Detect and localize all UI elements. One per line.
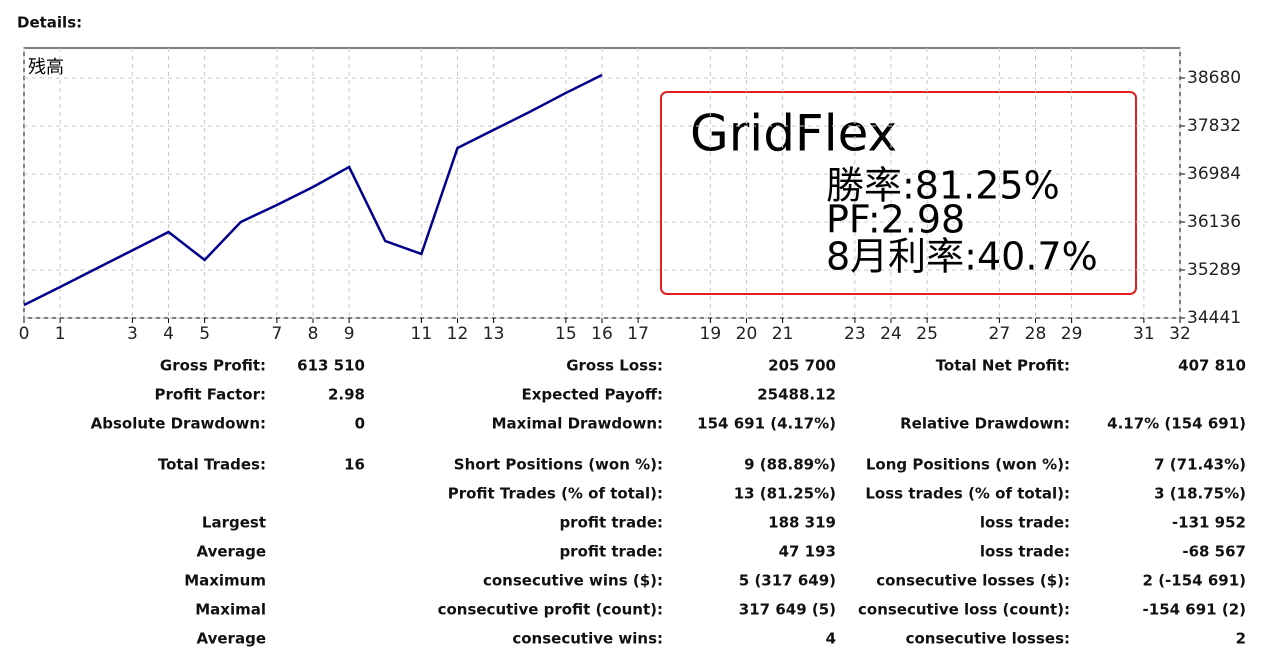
stat-value: 7 (71.43%) (1154, 456, 1246, 474)
stat-value: 16 (344, 456, 365, 474)
stat-label: Profit Trades (% of total): (448, 485, 663, 503)
y-tick-label: 35289 (1187, 260, 1241, 280)
x-tick-label: 16 (591, 324, 613, 344)
stat-value: 2.98 (328, 386, 365, 404)
x-tick-label: 28 (1025, 324, 1047, 344)
stat-label: Loss trades (% of total): (865, 485, 1070, 503)
stat-label: consecutive wins ($): (483, 572, 663, 590)
annotation-line: 勝率:81.25% (826, 164, 1060, 208)
stat-value: -68 567 (1182, 543, 1246, 561)
stat-label: Long Positions (won %): (866, 456, 1070, 474)
x-tick-label: 31 (1133, 324, 1155, 344)
stat-label: Gross Profit: (160, 357, 266, 375)
stat-value: 4 (826, 630, 836, 648)
x-tick-label: 32 (1169, 324, 1191, 344)
x-tick-label: 5 (199, 324, 210, 344)
stat-value: 25488.12 (757, 386, 836, 404)
stat-value: 317 649 (5) (739, 601, 836, 619)
stat-label: Gross Loss: (566, 357, 663, 375)
x-tick-label: 12 (447, 324, 469, 344)
stat-label: Relative Drawdown: (900, 415, 1070, 433)
stat-value: 154 691 (4.17%) (697, 415, 836, 433)
x-tick-label: 17 (627, 324, 649, 344)
x-tick-label: 20 (736, 324, 758, 344)
x-tick-label: 11 (411, 324, 433, 344)
x-tick-label: 9 (344, 324, 355, 344)
annotation-box (660, 91, 1137, 295)
stat-label: Short Positions (won %): (454, 456, 663, 474)
x-tick-label: 29 (1061, 324, 1083, 344)
stat-label: Maximal (195, 601, 266, 619)
stat-label: Profit Factor: (155, 386, 266, 404)
stat-label: Largest (202, 514, 266, 532)
stat-value: 205 700 (768, 357, 836, 375)
x-tick-label: 25 (916, 324, 938, 344)
stat-value: 407 810 (1178, 357, 1246, 375)
annotation-line: PF:2.98 (826, 198, 965, 242)
stat-value: 3 (18.75%) (1154, 485, 1246, 503)
balance-line (23, 73, 603, 307)
stat-label: Average (197, 543, 266, 561)
y-tick-label: 38680 (1187, 68, 1241, 88)
x-tick-label: 15 (555, 324, 577, 344)
stat-label: Total Trades: (158, 456, 266, 474)
x-tick-label: 13 (483, 324, 505, 344)
stat-label: Average (197, 630, 266, 648)
stat-value: 2 (1236, 630, 1246, 648)
stat-value: 4.17% (154 691) (1107, 415, 1246, 433)
y-tick-label: 36984 (1187, 164, 1241, 184)
stat-label: loss trade: (980, 543, 1070, 561)
x-tick-label: 24 (880, 324, 902, 344)
y-tick-label: 36136 (1187, 212, 1241, 232)
x-tick-label: 1 (55, 324, 66, 344)
stat-value: 5 (317 649) (739, 572, 836, 590)
annotation-line: 8月利率:40.7% (826, 235, 1098, 279)
stat-label: consecutive loss (count): (858, 601, 1070, 619)
x-tick-label: 8 (308, 324, 319, 344)
stat-label: profit trade: (559, 514, 663, 532)
stat-label: consecutive losses ($): (876, 572, 1070, 590)
stat-value: 13 (81.25%) (734, 485, 836, 503)
annotation-title: GridFlex (690, 105, 897, 163)
stat-value: 188 319 (768, 514, 836, 532)
stat-value: 0 (355, 415, 365, 433)
details-header: Details: (17, 14, 82, 32)
y-tick-label: 34441 (1187, 308, 1241, 328)
stat-label: Absolute Drawdown: (91, 415, 266, 433)
stat-label: Maximum (184, 572, 266, 590)
x-tick-label: 27 (989, 324, 1011, 344)
stat-value: 9 (88.89%) (744, 456, 836, 474)
stat-label: Total Net Profit: (936, 357, 1070, 375)
stat-label: consecutive losses: (906, 630, 1070, 648)
stat-value: -131 952 (1172, 514, 1246, 532)
stat-label: Maximal Drawdown: (492, 415, 663, 433)
stat-value: 613 510 (297, 357, 365, 375)
stat-label: profit trade: (559, 543, 663, 561)
x-tick-label: 7 (271, 324, 282, 344)
x-tick-label: 4 (163, 324, 174, 344)
y-tick-label: 37832 (1187, 116, 1241, 136)
stat-label: Expected Payoff: (521, 386, 663, 404)
x-tick-label: 21 (772, 324, 794, 344)
x-tick-label: 0 (19, 324, 30, 344)
stat-value: 2 (-154 691) (1143, 572, 1246, 590)
stat-label: loss trade: (980, 514, 1070, 532)
x-tick-label: 19 (700, 324, 722, 344)
stat-value: -154 691 (2) (1143, 601, 1246, 619)
stat-value: 47 193 (779, 543, 836, 561)
stat-label: consecutive wins: (512, 630, 663, 648)
stat-label: consecutive profit (count): (438, 601, 663, 619)
x-tick-label: 3 (127, 324, 138, 344)
x-tick-label: 23 (844, 324, 866, 344)
chart-label: 残高 (28, 57, 64, 78)
